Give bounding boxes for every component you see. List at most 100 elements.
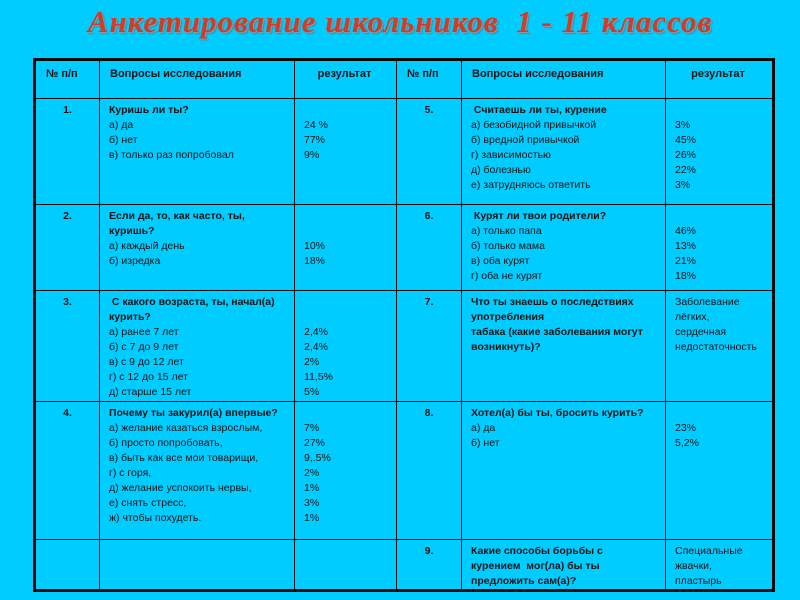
question-cell: Если да, то, как часто, ты, куришь? а) ка… (99, 204, 295, 291)
col-header-questions: Вопросы исследования (99, 59, 295, 99)
question-cell: Почему ты закурил(а) впервые? а) желание… (99, 401, 295, 540)
text-line: д) желание успокоить нервы, (109, 482, 252, 494)
text-line: е) снять стресс, (109, 497, 187, 509)
text-line: д) болезнью (471, 164, 531, 176)
question-cell (99, 539, 295, 591)
text-line: 1% (304, 512, 320, 524)
text-line: 18% (675, 270, 697, 282)
text-line: Если да, то, как часто, ты, (109, 210, 245, 222)
text-line: г) зависимостью (471, 149, 551, 161)
question-title: Что ты знаешь о последствиях употребления… (471, 295, 661, 355)
text-line (304, 406, 392, 421)
text-line: 7% (304, 422, 320, 434)
text-line: в) оба курят (471, 255, 530, 267)
result-values: 10% 18% (304, 209, 392, 269)
text-line: 77% (304, 134, 326, 146)
table-row: 2. Если да, то, как часто, ты, куришь? а)… (34, 204, 774, 291)
question-options: а) желание казаться взрослым, б) просто п… (109, 421, 290, 526)
table-header-row: № п/п Вопросы исследования результат № п… (34, 59, 774, 99)
question-number: 9. (396, 539, 462, 591)
text-line: б) с 7 до 9 лет (109, 341, 179, 353)
text-line: 23% (675, 422, 697, 434)
text-line: 45% (675, 134, 697, 146)
text-line: б) только мама (471, 240, 545, 252)
text-line: Что ты знаешь о последствиях (471, 296, 634, 308)
text-line: 5,2% (675, 437, 699, 449)
text-line (304, 209, 392, 224)
table-row: 4. Почему ты закурил(а) впервые? а) жела… (34, 401, 774, 540)
text-line: б) изредка (109, 255, 161, 267)
question-title: Курят ли твои родители? (471, 209, 661, 224)
question-options: а) да б) нет (471, 421, 661, 451)
text-line (304, 103, 392, 118)
text-line: 1% (304, 482, 320, 494)
text-line: Хотел(а) бы ты, бросить курить? (471, 407, 644, 419)
text-line: в) с 9 до 12 лет (109, 356, 184, 368)
result-cell: Заболевание лёгких, сердечная недостаточнос… (665, 290, 774, 402)
question-number: 2. (34, 204, 100, 291)
text-line: возникнуть)? (471, 341, 541, 353)
text-line: б) нет (471, 437, 500, 449)
text-line (304, 310, 392, 325)
text-line: а) желание казаться взрослым, (109, 422, 263, 434)
text-line: Считаешь ли ты, курение (471, 104, 607, 116)
text-line: г) оба не курят (471, 270, 543, 282)
result-values: 2,4% 2,4% 2% 11,5% 5% (304, 295, 392, 400)
text-line: жвачки, (675, 560, 712, 572)
question-number: 1. (34, 98, 100, 205)
question-cell: Курят ли твои родители? а) только папа б)… (461, 204, 666, 291)
text-line: употребления (471, 311, 545, 323)
col-header-result: результат (665, 59, 774, 99)
result-cell: 23% 5,2% (665, 401, 774, 540)
text-line (675, 209, 768, 224)
text-line: курением мог(ла) бы ты (471, 560, 600, 572)
text-line: 22% (675, 164, 697, 176)
question-cell: Куришь ли ты? а) да б) нет в) только раз п… (99, 98, 295, 205)
text-line: г) с горя, (109, 467, 152, 479)
result-values: 24 % 77% 9% (304, 103, 392, 163)
text-line: 3% (304, 497, 320, 509)
text-line (304, 295, 392, 310)
slide-title: Анкетирование школьников 1 - 11 классов (87, 4, 713, 39)
result-cell: 46% 13% 21% 18% (665, 204, 774, 291)
text-line: сердечная (675, 326, 727, 338)
text-line: 3% (675, 179, 691, 191)
result-values: 23% 5,2% (675, 406, 768, 451)
text-line: Почему ты закурил(а) впервые? (109, 407, 278, 419)
question-title: Хотел(а) бы ты, бросить курить? (471, 406, 661, 421)
question-options: а) только папа б) только мама в) оба курят… (471, 224, 661, 284)
text-line: а) да (471, 422, 496, 434)
text-line: в) только раз попробовал (109, 149, 234, 161)
question-cell: Что ты знаешь о последствиях употребления… (461, 290, 666, 402)
question-cell: Считаешь ли ты, курение а) безобидной пр… (461, 98, 666, 205)
table-row: 3. С какого возраста, ты, начал(а) курить… (34, 290, 774, 402)
question-options: а) каждый день б) изредка (109, 239, 290, 269)
text-line (675, 103, 768, 118)
result-cell: Специальные жвачки, пластырь (665, 539, 774, 591)
text-line: пластырь (675, 575, 722, 587)
text-line: а) только папа (471, 225, 542, 237)
text-line: 46% (675, 225, 697, 237)
result-cell: 3% 45% 26% 22% 3% (665, 98, 774, 205)
question-cell: Какие способы борьбы с курением мог(ла) б… (461, 539, 666, 591)
text-line: 10% (304, 240, 326, 252)
text-line: 9,.5% (304, 452, 331, 464)
text-line: Курят ли твои родители? (471, 210, 607, 222)
question-number: 3. (34, 290, 100, 402)
text-line: 2,4% (304, 341, 328, 353)
text-line: табака (какие заболевания могут (471, 326, 643, 338)
question-title: Куришь ли ты? (109, 103, 290, 118)
text-line: предложить сам(а)? (471, 575, 577, 587)
text-line: в) быть как все мои товарищи, (109, 452, 259, 464)
text-line: С какого возраста, ты, начал(а) (109, 296, 275, 308)
col-header-num: № п/п (34, 59, 100, 99)
text-line: Заболевание (675, 296, 740, 308)
text-line: а) ранее 7 лет (109, 326, 179, 338)
text-line: 24 % (304, 119, 328, 131)
question-number: 4. (34, 401, 100, 540)
text-line: 13% (675, 240, 697, 252)
result-cell: 2,4% 2,4% 2% 11,5% 5% (294, 290, 397, 402)
text-line: д) старше 15 лет (109, 386, 192, 398)
text-line: 5% (304, 386, 320, 398)
text-line: е) затрудняюсь ответить (471, 179, 591, 191)
